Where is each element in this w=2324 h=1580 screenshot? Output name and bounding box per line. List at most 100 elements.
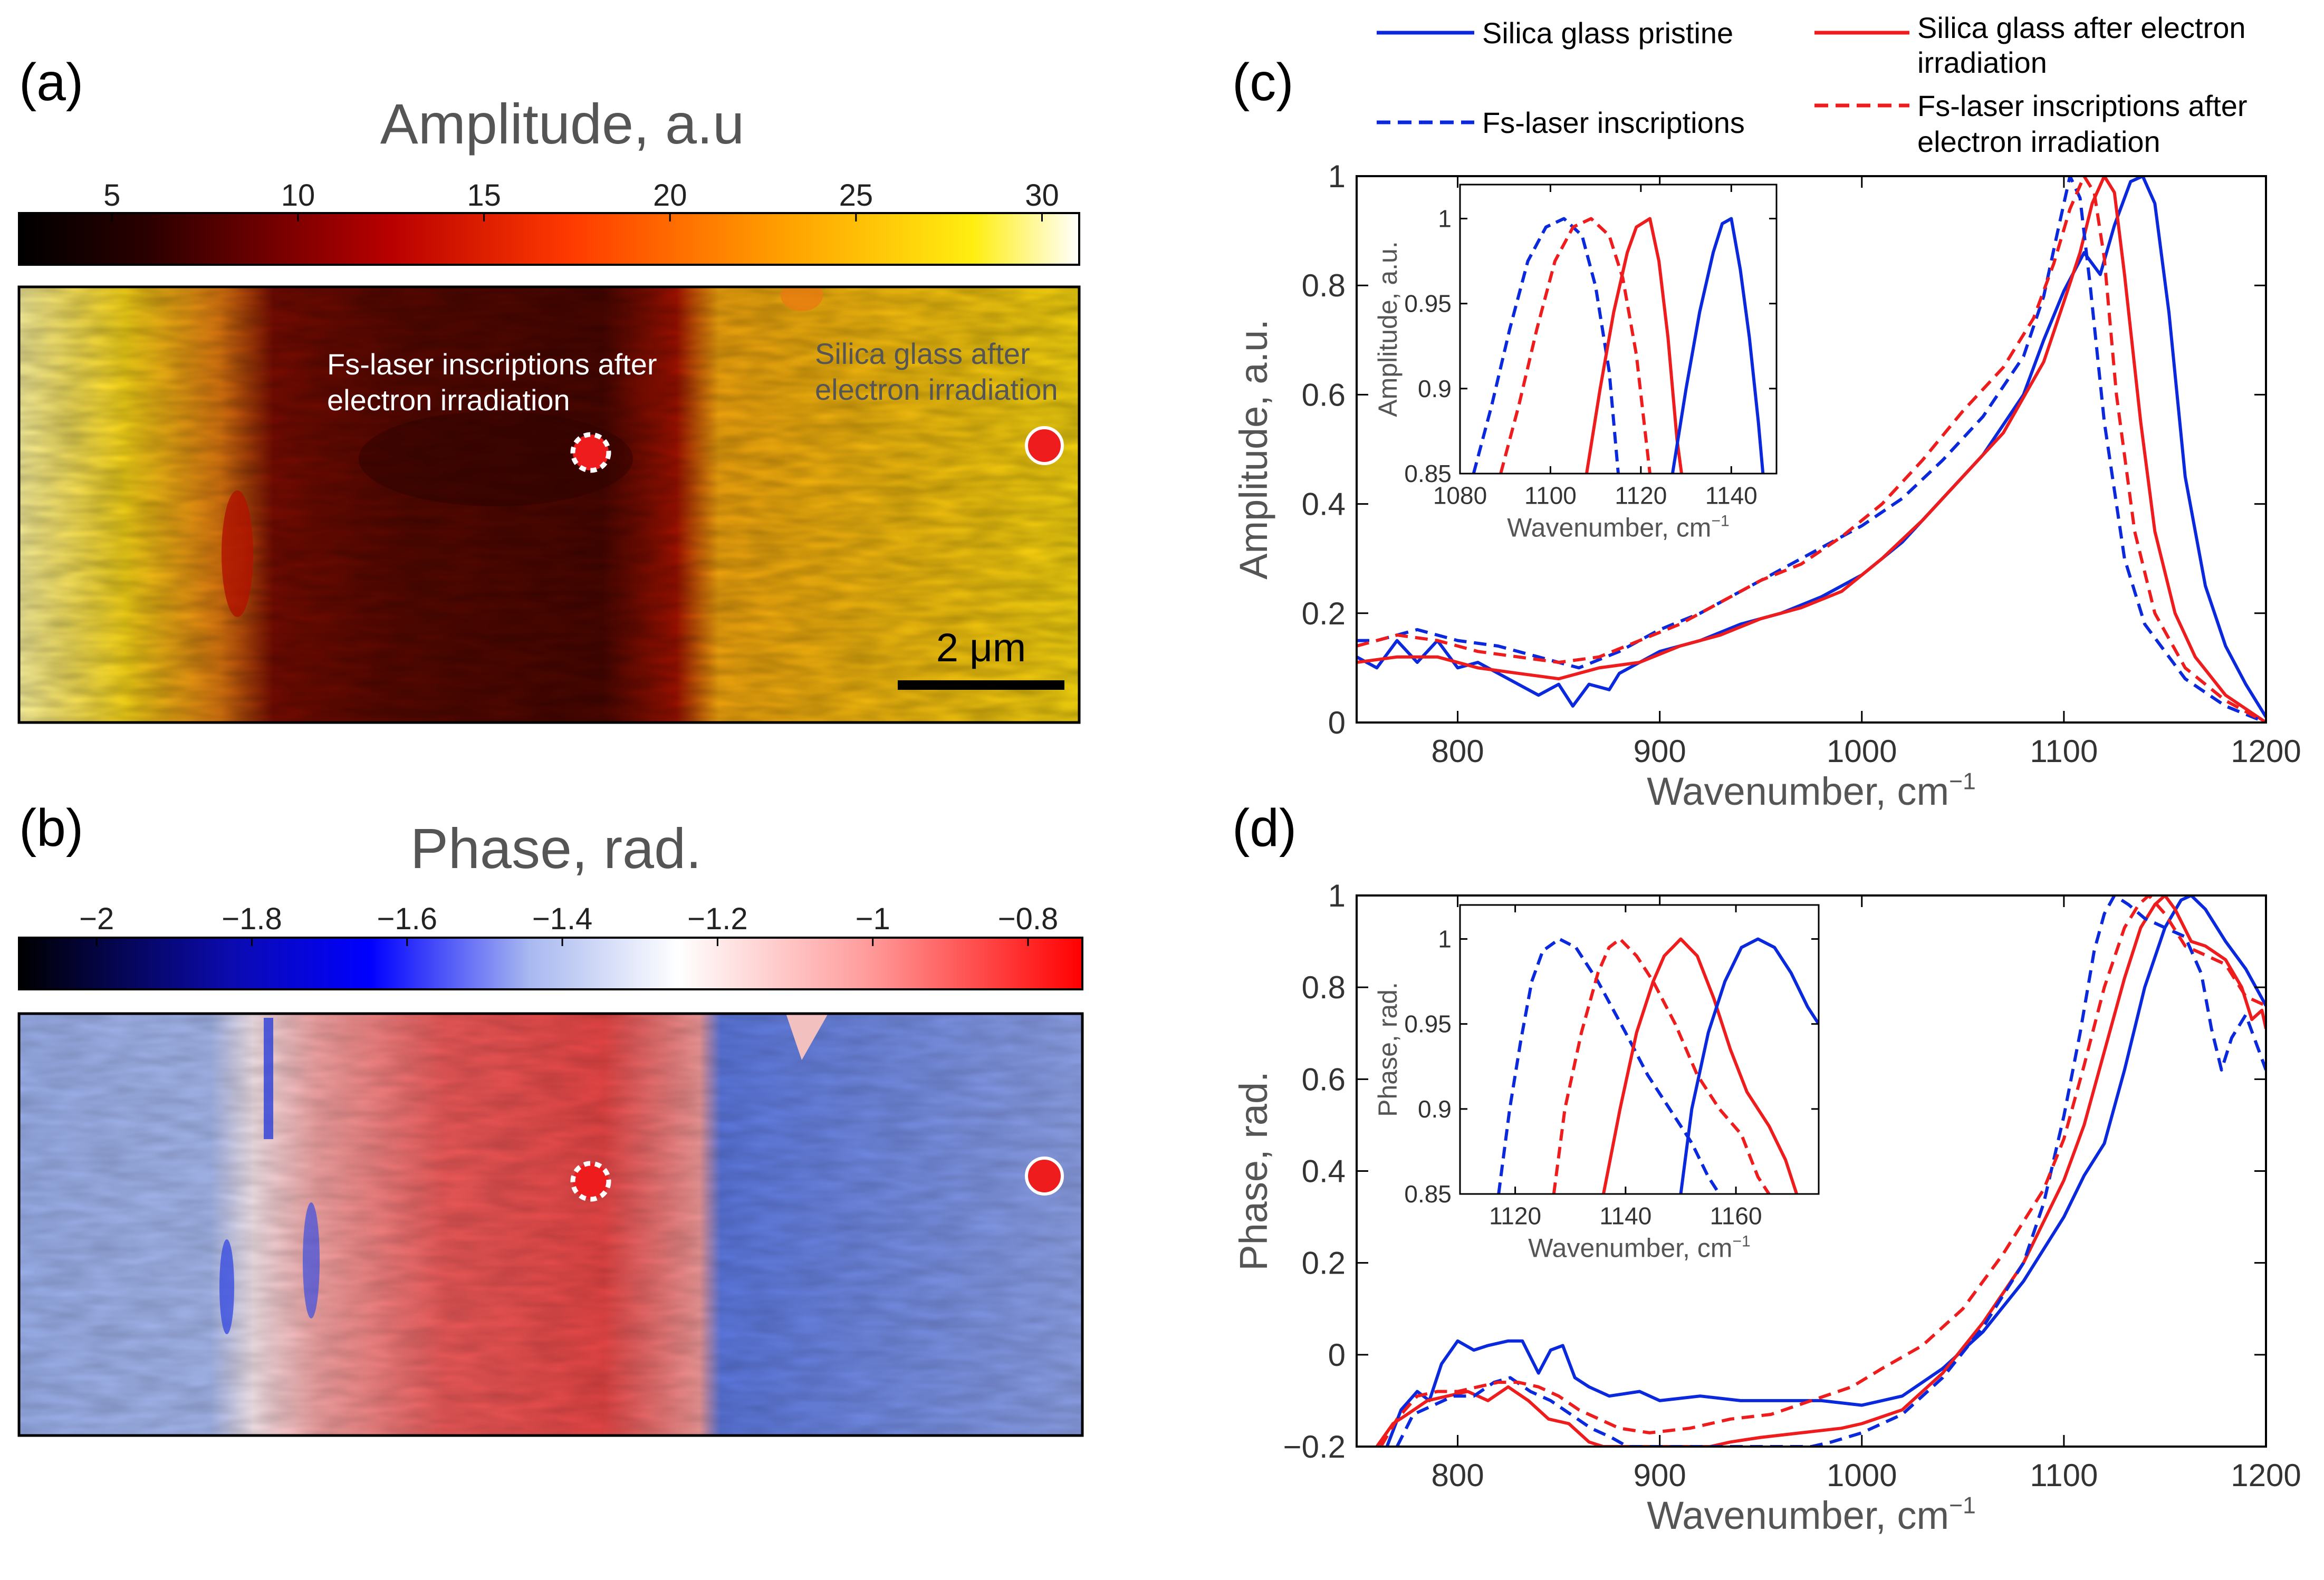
inscription-marker-phase [570, 1161, 611, 1202]
y-tick-label: 0.8 [1302, 970, 1346, 1005]
series-fs-laser-inscriptions [1395, 895, 2266, 1447]
legend-label-pristine: Silica glass pristine [1482, 16, 1733, 50]
panel-a-title: Amplitude, a.u [380, 92, 744, 156]
inset-axes-frame [1459, 904, 1820, 1195]
inset-series-fs-laser-inscriptions-after-electron-irradiation [1552, 937, 1771, 1194]
colorbar-tick-label: −1.2 [687, 902, 748, 936]
colorbar-tick-label: 30 [1025, 178, 1059, 213]
legend-label-inscriptions-irradiated-line1: Fs-laser inscriptions after [1917, 89, 2248, 122]
amplitude-colorbar-ticks: 5 10 15 20 25 30 [103, 178, 1059, 221]
x-axis-label: Wavenumber, cm−1 [1647, 1492, 1976, 1537]
series-silica-glass-after-electron-irradiation [1375, 895, 2266, 1447]
phase-colorbar-ticks: −2 −1.8 −1.6 −1.4 −1.2 −1 −0.8 [79, 902, 1058, 946]
y-axis-label: Amplitude, a.u. [1232, 319, 1275, 580]
amplitude-colorbar [18, 212, 1080, 266]
inset-series-fs-laser-inscriptions-after-electron-irradiation [1499, 217, 1651, 474]
inset-y-axis-label: Phase, rad. [1373, 982, 1403, 1117]
inset-x-tick-label: 1140 [1705, 482, 1758, 509]
inset-y-tick-label: 0.95 [1404, 1010, 1452, 1038]
inset-y-tick-label: 0.9 [1418, 1095, 1452, 1123]
colorbar-tick-label: 20 [653, 178, 687, 213]
colorbar-tick-label: 25 [839, 178, 873, 213]
chart-d: (d) 800 900 1000 1100 1200 −0.2 0 0.2 0.4 0.6 0.8 1 W… [1232, 798, 2301, 1537]
x-axis-label: Wavenumber, cm−1 [1647, 768, 1976, 813]
x-tick-label: 1100 [2030, 1458, 2098, 1493]
inset-y-tick-label: 0.9 [1418, 375, 1452, 402]
annotation-silica-line2: electron irradiation [815, 373, 1058, 406]
silica-marker-phase [1025, 1157, 1064, 1196]
x-tick-label: 800 [1432, 734, 1484, 769]
inset-background [1460, 185, 1776, 474]
y-tick-label: 0.2 [1302, 596, 1346, 631]
inset-axes-frame [1459, 184, 1778, 475]
series-fs-laser-inscriptions-after-electron-irradiation [1357, 176, 2266, 722]
inset-x-axis-label: Wavenumber, cm−1 [1507, 513, 1729, 543]
x-tick-label: 1200 [2231, 1458, 2301, 1493]
panel-b-label: (b) [19, 798, 83, 858]
colorbar-tick-label: 15 [467, 178, 501, 213]
inset-x-axis-label: Wavenumber, cm−1 [1528, 1233, 1750, 1263]
colorbar-tick-label: −1.8 [222, 902, 282, 936]
series-silica-glass-after-electron-irradiation [1357, 176, 2266, 722]
colorbar-tick-label: −1.6 [377, 902, 438, 936]
inset-x-tick-label: 1120 [1489, 1202, 1541, 1230]
inset-series-group [1497, 937, 1819, 1194]
legend-label-irradiated-line2: irradiation [1917, 46, 2047, 79]
panel-d-label: (d) [1232, 798, 1297, 858]
inset-series-fs-laser-inscriptions [1472, 217, 1620, 474]
inscription-marker [570, 432, 611, 473]
panel-c-label: (c) [1232, 53, 1294, 112]
panel-b: (b) Phase, rad. −2 −1.8 −1.6 −1.4 −1.2 −1 −0.8 [17, 798, 1084, 1437]
y-tick-label: 0.2 [1302, 1246, 1346, 1281]
phase-map [19, 1014, 1082, 1436]
series-silica-glass-pristine [1385, 895, 2266, 1447]
inset-series-silica-glass-after-electron-irradiation [1602, 937, 1799, 1194]
y-tick-label: 0.4 [1302, 1154, 1346, 1189]
y-tick-label: 1 [1328, 878, 1346, 913]
inset-y-tick-label: 0.85 [1404, 1180, 1452, 1208]
inset-c: 1080 1100 1120 1140 0.85 0.9 0.95 1 Wavenumber, … [1373, 184, 1778, 543]
annotation-inscription-line1: Fs-laser inscriptions after [327, 348, 657, 381]
inset-x-tick-label: 1120 [1615, 482, 1667, 509]
x-tick-label: 1000 [1827, 1458, 1897, 1493]
phase-colorbar [18, 937, 1083, 990]
scalebar-label: 2 μm [936, 625, 1026, 670]
inset-d: 1120 1140 1160 0.85 0.9 0.95 1 Wavenumber, cm−1… [1373, 904, 1820, 1263]
inset-y-tick-label: 1 [1438, 926, 1452, 953]
series-group [1357, 176, 2266, 722]
y-tick-label: 0 [1328, 1337, 1346, 1373]
series-fs-laser-inscriptions-after-electron-irradiation [1379, 895, 2266, 1447]
inset-y-tick-label: 0.85 [1404, 460, 1452, 487]
y-tick-label: −0.2 [1283, 1429, 1346, 1465]
axes-frame [1356, 175, 2267, 724]
inset-y-axis-label: Amplitude, a.u. [1373, 241, 1403, 417]
y-tick-label: 0.8 [1302, 268, 1346, 303]
legend-label-irradiated-line1: Silica glass after electron [1917, 11, 2246, 44]
y-tick-label: 1 [1328, 159, 1346, 194]
x-tick-label: 1100 [2030, 734, 2098, 769]
x-tick-label: 1200 [2231, 734, 2301, 769]
series-fs-laser-inscriptions [1357, 176, 2266, 722]
x-tick-label: 900 [1634, 734, 1686, 769]
inset-x-tick-label: 1160 [1710, 1202, 1762, 1230]
annotation-inscription-line2: electron irradiation [327, 383, 570, 417]
inset-y-tick-label: 0.95 [1404, 290, 1452, 317]
annotation-silica-line1: Silica glass after [815, 337, 1030, 370]
y-tick-label: 0.6 [1302, 377, 1346, 412]
inset-x-tick-label: 1080 [1433, 482, 1487, 509]
y-tick-label: 0.4 [1302, 487, 1346, 522]
colorbar-tick-label: −2 [79, 902, 114, 936]
x-tick-label: 800 [1432, 1458, 1484, 1493]
inset-series-silica-glass-pristine [1679, 937, 1819, 1194]
x-tick-label: 900 [1634, 1458, 1686, 1493]
y-axis-label: Phase, rad. [1232, 1071, 1275, 1270]
scalebar [898, 680, 1064, 690]
inset-x-tick-label: 1140 [1599, 1202, 1651, 1230]
colorbar-tick-label: −1.4 [532, 902, 593, 936]
inset-series-silica-glass-pristine [1670, 217, 1765, 474]
legend-label-inscriptions-irradiated-line2: electron irradiation [1917, 125, 2160, 158]
legend: Silica glass pristine Silica glass after… [1377, 11, 2248, 158]
y-tick-label: 0 [1328, 705, 1346, 740]
inset-y-tick-label: 1 [1438, 205, 1452, 233]
